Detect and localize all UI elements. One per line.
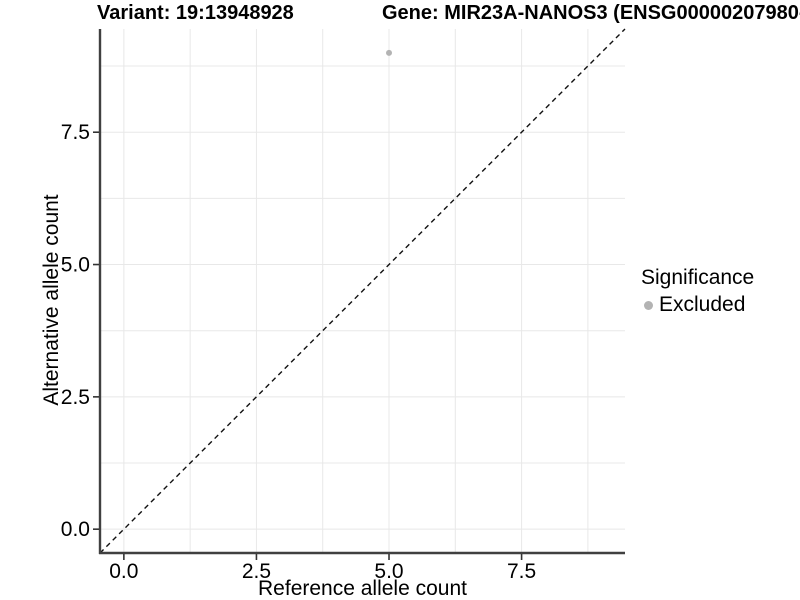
- y-tick-label: 0.0: [61, 518, 90, 541]
- x-axis-title: Reference allele count: [258, 577, 467, 600]
- y-tick-label: 2.5: [61, 386, 90, 409]
- y-tick-label: 7.5: [61, 121, 90, 144]
- y-axis-title: Alternative allele count: [40, 194, 63, 406]
- legend-item-label: Excluded: [659, 293, 746, 316]
- plot-title-gene: Gene: MIR23A-NANOS3 (ENSG00000207980-: [382, 2, 800, 24]
- plot-title-variant: Variant: 19:13948928: [97, 2, 294, 24]
- x-tick-label: 0.0: [109, 560, 138, 583]
- x-tick-label: 2.5: [242, 560, 271, 583]
- y-tick-label: 5.0: [61, 254, 90, 277]
- x-tick-label: 7.5: [507, 560, 536, 583]
- identity-dashed-line: [99, 28, 626, 554]
- x-tick-label: 5.0: [374, 560, 403, 583]
- legend: Significance Excluded: [641, 266, 754, 317]
- legend-item-excluded: Excluded: [644, 293, 754, 317]
- data-point: [386, 49, 393, 56]
- legend-title: Significance: [641, 266, 755, 289]
- legend-point-icon: [644, 300, 653, 310]
